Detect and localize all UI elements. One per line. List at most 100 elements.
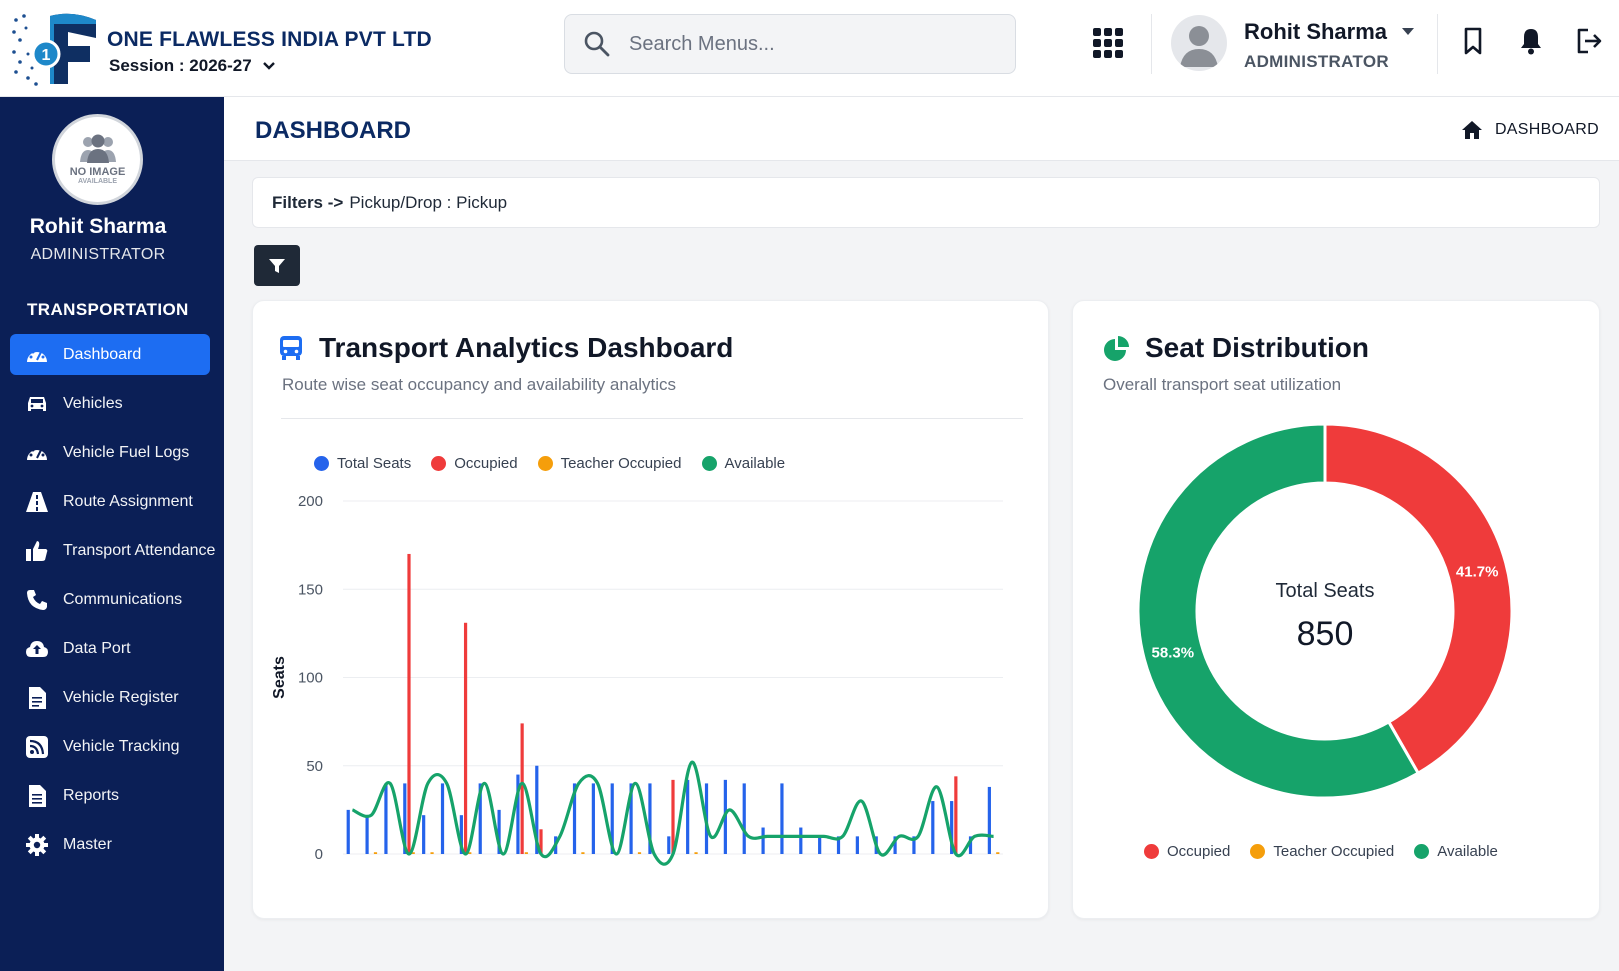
bar-total-seats[interactable] [610, 783, 614, 854]
bookmark-icon[interactable] [1458, 26, 1488, 56]
bar-teacher-occupied[interactable] [430, 852, 434, 854]
seat-title-text: Seat Distribution [1145, 332, 1370, 363]
legend-label: Available [1437, 843, 1498, 860]
bar-occupied[interactable] [539, 829, 543, 854]
grid-apps-icon[interactable] [1092, 27, 1124, 59]
sidebar-item-label: Dashboard [63, 345, 142, 363]
sidebar-item-route-assignment[interactable]: Route Assignment [10, 481, 210, 522]
bar-total-seats[interactable] [799, 827, 803, 854]
bar-total-seats[interactable] [780, 783, 784, 854]
y-tick-label: 150 [298, 581, 323, 598]
filter-button[interactable] [254, 245, 300, 286]
top-header: 1 ONE FLAWLESS INDIA PVT LTD Session : 2… [0, 0, 1619, 97]
bar-teacher-occupied[interactable] [411, 852, 415, 854]
bar-total-seats[interactable] [422, 815, 426, 854]
legend-occupied[interactable]: Occupied [431, 455, 518, 472]
search-box[interactable] [564, 14, 1016, 74]
bar-total-seats[interactable] [818, 836, 822, 854]
cloud-upload-icon [26, 640, 48, 657]
users-placeholder-icon [79, 134, 116, 163]
user-avatar[interactable] [1171, 15, 1227, 71]
bar-total-seats[interactable] [648, 783, 652, 854]
legend-teacher-occupied[interactable]: Teacher Occupied [1250, 843, 1394, 860]
sidebar-item-data-port[interactable]: Data Port [10, 628, 210, 669]
bar-total-seats[interactable] [365, 815, 369, 854]
bar-total-seats[interactable] [535, 765, 539, 854]
bar-occupied[interactable] [671, 779, 675, 854]
bar-total-seats[interactable] [384, 783, 388, 854]
phone-icon [27, 589, 47, 610]
bar-total-seats[interactable] [516, 774, 520, 854]
legend-available[interactable]: Available [701, 455, 786, 472]
bar-total-seats[interactable] [931, 801, 935, 854]
bar-total-seats[interactable] [346, 809, 350, 854]
bar-total-seats[interactable] [761, 827, 765, 854]
bar-total-seats[interactable] [459, 815, 463, 854]
bar-teacher-occupied[interactable] [524, 852, 528, 854]
bar-teacher-occupied[interactable] [373, 852, 378, 854]
bar-total-seats[interactable] [572, 783, 577, 854]
session-selector[interactable]: Session : 2026-27 [109, 56, 276, 76]
legend-available[interactable]: Available [1414, 843, 1498, 860]
legend-total-seats[interactable]: Total Seats [314, 455, 411, 472]
legend-label: Available [724, 455, 786, 472]
sidebar-item-vehicle-tracking[interactable]: Vehicle Tracking [10, 726, 210, 767]
search-input[interactable] [629, 32, 989, 56]
bar-teacher-occupied[interactable] [694, 852, 698, 854]
bar-total-seats[interactable] [855, 836, 859, 854]
bar-total-seats[interactable] [950, 801, 954, 854]
sidebar-user-name: Rohit Sharma [29, 215, 167, 238]
company-logo[interactable]: 1 [10, 10, 102, 88]
analytics-card-subtitle: Route wise seat occupancy and availabili… [282, 375, 677, 394]
home-icon[interactable] [1461, 119, 1483, 141]
bar-total-seats[interactable] [893, 836, 897, 854]
sidebar-item-vehicle-register[interactable]: Vehicle Register [10, 677, 210, 718]
donut-slice-occupied[interactable] [1323, 422, 1514, 776]
bar-total-seats[interactable] [478, 783, 482, 854]
bar-occupied[interactable] [520, 723, 524, 854]
bar-teacher-occupied[interactable] [996, 852, 1000, 854]
no-image-text: NO IMAGE [69, 166, 126, 178]
donut-data-label: 58.3% [1152, 645, 1195, 662]
bar-total-seats[interactable] [591, 783, 595, 854]
bar-teacher-occupied[interactable] [637, 852, 642, 854]
bar-total-seats[interactable] [629, 783, 633, 854]
bar-occupied[interactable] [954, 776, 958, 854]
bar-total-seats[interactable] [968, 836, 973, 854]
bar-occupied[interactable] [407, 553, 411, 854]
bar-total-seats[interactable] [440, 783, 445, 854]
bar-total-seats[interactable] [667, 836, 671, 854]
sidebar-item-communications[interactable]: Communications [10, 579, 210, 620]
bar-total-seats[interactable] [686, 779, 690, 854]
legend-dot [1414, 844, 1430, 859]
legend-occupied[interactable]: Occupied [1144, 843, 1230, 860]
legend-dot [1144, 844, 1159, 859]
legend-label: Occupied [454, 455, 518, 472]
bar-total-seats[interactable] [742, 783, 746, 854]
user-menu[interactable]: Rohit Sharma [1244, 19, 1415, 45]
legend-dot [431, 456, 447, 471]
logout-icon[interactable] [1574, 26, 1604, 56]
rss-icon [26, 735, 48, 758]
bar-total-seats[interactable] [912, 836, 916, 854]
session-label: Session : 2026-27 [109, 56, 252, 75]
bar-total-seats[interactable] [987, 786, 991, 854]
bar-occupied[interactable] [463, 622, 468, 854]
gauge-icon [27, 446, 47, 460]
donut-slice-available[interactable] [1136, 422, 1421, 800]
bar-total-seats[interactable] [836, 836, 841, 854]
bar-total-seats[interactable] [497, 809, 501, 854]
sidebar-item-reports[interactable]: Reports [10, 775, 210, 816]
sidebar-item-transport-attendance[interactable]: Transport Attendance [10, 530, 215, 571]
available-seats-line[interactable] [351, 760, 994, 866]
bar-teacher-occupied[interactable] [581, 852, 585, 854]
y-tick-label: 100 [298, 670, 323, 687]
sidebar-item-master[interactable]: Master [10, 824, 210, 865]
sidebar-item-vehicle-fuel-logs[interactable]: Vehicle Fuel Logs [10, 432, 210, 473]
sidebar-item-dashboard[interactable]: Dashboard [10, 334, 210, 375]
bell-icon[interactable] [1516, 26, 1546, 56]
legend-teacher-occupied[interactable]: Teacher Occupied [537, 455, 682, 472]
bar-teacher-occupied[interactable] [468, 852, 472, 854]
bar-total-seats[interactable] [403, 783, 407, 854]
sidebar-item-vehicles[interactable]: Vehicles [10, 383, 210, 424]
